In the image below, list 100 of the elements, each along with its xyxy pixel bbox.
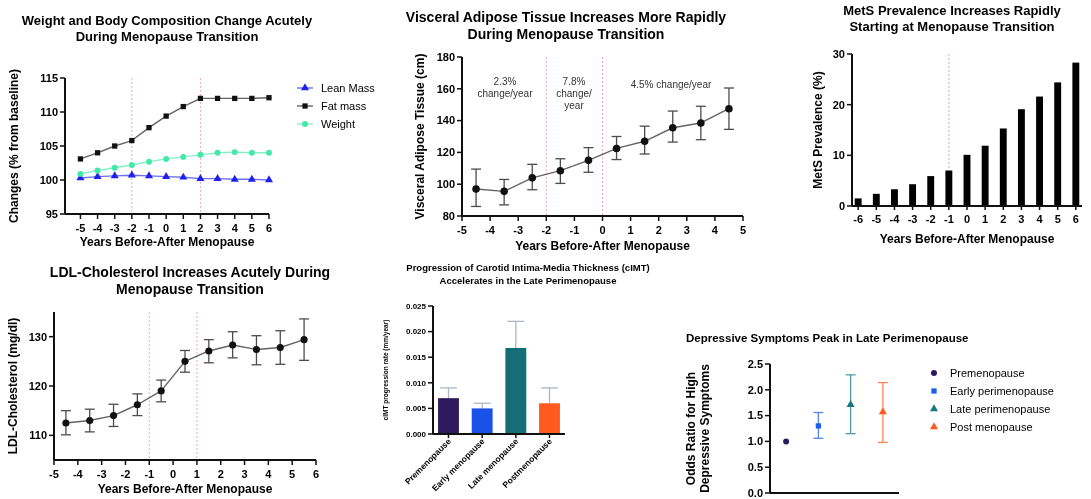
- y-tick-label: 140: [436, 114, 455, 127]
- point: [179, 172, 188, 180]
- point: [213, 174, 222, 181]
- point: [129, 137, 135, 144]
- x-tick-label: 2: [655, 224, 662, 236]
- point: [162, 171, 171, 179]
- bar: [945, 170, 953, 206]
- y-tick-label: 105: [39, 139, 58, 152]
- x-tick-label: 1: [627, 224, 634, 236]
- y-axis-title: Visceral Adipose Tissue (cm): [413, 53, 427, 220]
- bar: [1072, 62, 1080, 206]
- point: [846, 400, 855, 408]
- bar: [1017, 109, 1025, 206]
- point: [584, 156, 593, 165]
- point: [197, 151, 204, 158]
- x-tick-label: 6: [312, 468, 320, 480]
- y-tick-label: 30: [832, 47, 845, 60]
- point: [144, 171, 154, 179]
- legend-label: Premenopause: [950, 366, 1025, 379]
- point: [668, 123, 677, 132]
- annotation: 7.8% change/ year: [556, 76, 593, 111]
- x-tick-label: 4: [265, 468, 273, 480]
- point: [252, 345, 261, 354]
- x-tick-label: -4: [485, 224, 496, 236]
- x-tick-label: 3: [214, 222, 221, 234]
- point: [163, 155, 170, 162]
- y-tick-label: 0.020: [405, 327, 427, 337]
- y-tick-label: 130: [28, 330, 47, 343]
- point: [878, 407, 887, 415]
- point: [247, 174, 256, 182]
- point: [783, 438, 790, 445]
- x-tick-label: -4: [889, 213, 901, 225]
- point: [230, 174, 239, 182]
- x-tick-label: 0: [599, 224, 606, 236]
- point: [146, 124, 152, 131]
- point: [128, 162, 135, 169]
- x-tick-label: -1: [943, 213, 954, 225]
- y-tick-label: 0.025: [405, 301, 427, 311]
- point: [77, 156, 84, 162]
- y-tick-label: 95: [45, 207, 58, 220]
- x-tick-label: 0: [170, 468, 177, 480]
- x-tick-label: -2: [925, 213, 936, 225]
- x-tick-label: 6: [1072, 213, 1079, 225]
- chart-title: Depressive Symptoms Peak in Late Perimenopause: [686, 332, 969, 344]
- y-tick-label: 1.0: [747, 435, 763, 448]
- y-tick-label: 0.0: [747, 486, 763, 499]
- x-tick-label: -2: [541, 224, 552, 236]
- point: [112, 143, 118, 149]
- x-tick-label: -4: [92, 222, 104, 234]
- y-tick-label: 0.5: [747, 461, 763, 474]
- point: [94, 167, 101, 174]
- y-tick-label: 160: [436, 82, 455, 95]
- x-tick-label: -3: [109, 222, 120, 234]
- y-axis-title: MetS Prevalence (%): [811, 71, 825, 189]
- bar: [854, 198, 862, 206]
- point: [157, 387, 165, 395]
- x-tick-label: -6: [853, 213, 864, 225]
- point: [300, 336, 308, 344]
- chart-title: LDL-Cholesterol Increases Acutely During Menopause Transition: [49, 264, 331, 297]
- point: [472, 185, 480, 193]
- point: [127, 170, 136, 178]
- legend-label: Late perimenopause: [950, 402, 1051, 415]
- y-tick-label: 0.010: [405, 378, 427, 388]
- annotation: 2.3% change/year: [477, 76, 534, 99]
- bar: [981, 145, 989, 206]
- y-tick-label: 2.0: [747, 383, 763, 396]
- point: [640, 137, 649, 146]
- x-tick-label: 0: [963, 213, 971, 225]
- point: [62, 419, 70, 427]
- point: [697, 119, 705, 127]
- x-tick-label: -2: [120, 468, 131, 480]
- chart-title: MetS Prevalence Increases Rapidly Starting at Menopause Transition: [843, 3, 1062, 34]
- x-tick-label: 2: [1000, 213, 1007, 225]
- y-axis-title: LDL-Cholesterol (mg/dl): [6, 317, 20, 455]
- point: [205, 347, 213, 355]
- x-tick-label: -5: [75, 222, 86, 234]
- x-tick-label: 6: [265, 222, 273, 234]
- x-axis-title: Years Before-After Menopause: [879, 232, 1055, 246]
- annotation: 4.5% change/year: [630, 79, 712, 90]
- point: [725, 104, 733, 113]
- point: [500, 187, 508, 196]
- y-tick-label: 0.005: [405, 404, 427, 414]
- x-tick-label: -3: [513, 224, 524, 236]
- y-axis-title: Odds Ratio for High Depressive Symptoms: [684, 363, 712, 493]
- bar: [999, 128, 1007, 206]
- x-tick-label: 3: [1018, 213, 1025, 225]
- y-tick-label: 100: [39, 173, 58, 186]
- legend-label: Early perimenopause: [950, 384, 1054, 397]
- chart-title: Visceral Adipose Tissue Increases More Rapidly During Menopause Transition: [405, 9, 727, 42]
- point: [248, 149, 255, 156]
- y-tick-label: 110: [29, 429, 47, 442]
- y-tick-label: 100: [436, 178, 455, 191]
- legend-label: Lean Mass: [321, 81, 376, 94]
- x-tick-label: 4: [711, 224, 719, 236]
- x-tick-label: -1: [144, 468, 155, 480]
- x-tick-label: 3: [683, 224, 690, 236]
- point: [111, 164, 118, 171]
- y-tick-label: 0.015: [405, 353, 427, 362]
- bar: [438, 398, 459, 434]
- point: [196, 174, 205, 181]
